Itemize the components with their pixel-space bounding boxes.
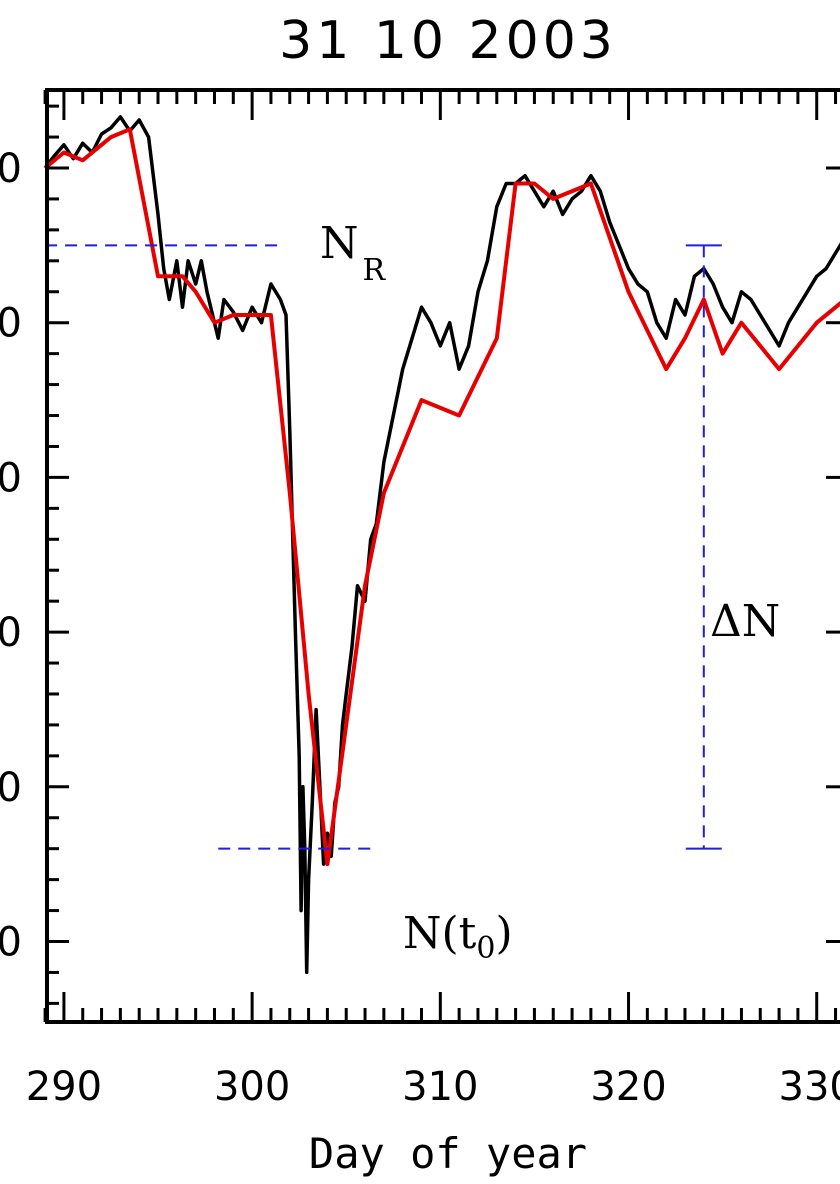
x-major-ticks xyxy=(62,90,819,1022)
x-tick-label: 310 xyxy=(402,1064,478,1110)
y-tick-label: 0 xyxy=(0,146,22,192)
plot-frame xyxy=(45,88,840,1024)
y-tick-label: 0 xyxy=(0,610,22,656)
delta-n-annotation: ΔN xyxy=(710,596,780,647)
y-minor-ticks xyxy=(47,104,59,1005)
x-tick-labels: 290 300 310 320 330 xyxy=(26,1064,840,1110)
nt0-subscript: 0 xyxy=(476,931,495,966)
series-line-2 xyxy=(43,127,840,867)
y-tick-label: 0 xyxy=(0,920,22,966)
reference-lines xyxy=(45,244,722,850)
chart-title: 31 10 2003 xyxy=(279,11,617,71)
series-line-1 xyxy=(43,115,840,975)
nr-main: N xyxy=(320,218,359,269)
nt0-annotation: N(t0) xyxy=(403,908,513,966)
y-major-ticks xyxy=(47,166,840,943)
y-tick-label: 0 xyxy=(0,455,22,501)
series-layer xyxy=(43,115,840,975)
x-tick-label: 300 xyxy=(214,1064,290,1110)
y-tick-label: 0 xyxy=(0,301,22,347)
x-tick-label: 290 xyxy=(26,1064,102,1110)
nr-subscript: R xyxy=(363,253,387,288)
x-tick-label: 330 xyxy=(779,1064,840,1110)
nt0-close: ) xyxy=(495,908,512,959)
nr-annotation: NR xyxy=(320,218,387,288)
x-tick-label: 320 xyxy=(590,1064,666,1110)
y-tick-label: 0 xyxy=(0,765,22,811)
nt0-main: N(t xyxy=(403,908,477,959)
x-minor-ticks xyxy=(43,90,838,1022)
x-axis-label: Day of year xyxy=(309,1129,587,1178)
y-tick-labels: 0 0 0 0 0 0 xyxy=(0,146,22,966)
